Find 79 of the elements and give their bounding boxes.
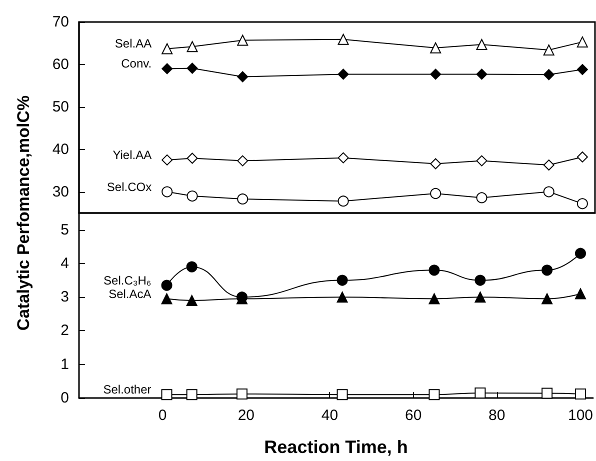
y-tick-label: 2 (60, 322, 69, 340)
series-label: Sel.COx (106, 180, 152, 194)
point (186, 190, 198, 202)
point (161, 293, 172, 304)
point (476, 68, 488, 80)
x-tick-label: 60 (404, 407, 422, 424)
y-tick-label: 60 (52, 56, 69, 73)
point (430, 68, 442, 80)
point (474, 292, 486, 303)
y-tick-label: 4 (60, 254, 69, 272)
y-tick-label: 0 (60, 390, 69, 406)
point (186, 294, 198, 306)
point (237, 34, 248, 46)
point (236, 388, 248, 400)
point (428, 264, 440, 276)
point (543, 160, 554, 171)
point (576, 198, 588, 210)
point (474, 274, 486, 286)
point (336, 292, 348, 303)
point (336, 274, 348, 286)
point (543, 69, 554, 80)
point (186, 261, 198, 272)
point (576, 64, 588, 76)
x-tick-label: 0 (158, 407, 167, 424)
point (338, 152, 349, 164)
series-label: Sel.other (103, 382, 152, 397)
y-tick-label: 5 (60, 221, 69, 238)
point (543, 186, 554, 198)
point (237, 71, 248, 82)
point (476, 38, 488, 50)
x-axis-title: Reaction Time, h (264, 437, 408, 457)
x-tick-label: 100 (568, 407, 593, 424)
x-tick-label: 40 (321, 407, 338, 424)
point (162, 63, 173, 74)
point (542, 293, 553, 304)
point (574, 288, 586, 300)
point (430, 42, 442, 54)
point (476, 192, 488, 204)
y-tick-label: 70 (52, 14, 69, 30)
y-tick-label: 1 (60, 356, 69, 373)
point (186, 62, 198, 74)
point (476, 155, 488, 166)
point (574, 248, 586, 259)
point (338, 196, 349, 207)
point (474, 387, 486, 398)
point (336, 389, 348, 400)
series-label: Sel.AcA (108, 286, 152, 301)
point (162, 43, 173, 54)
point (428, 293, 440, 304)
y-axis-title: Catalytic Perfomance,molC% (14, 95, 34, 331)
series-label: Sel.C₃H₆ (104, 273, 152, 288)
point (576, 151, 588, 162)
point (186, 41, 198, 52)
point (430, 188, 442, 199)
point (542, 388, 553, 399)
point (543, 44, 554, 56)
point (338, 34, 349, 45)
y-tick-label: 30 (52, 183, 69, 200)
y-tick-label: 40 (52, 140, 69, 158)
point (186, 389, 198, 400)
point (237, 155, 248, 166)
point (161, 389, 172, 400)
point (237, 193, 248, 204)
series-label: Conv. (121, 56, 152, 71)
point (542, 264, 553, 276)
x-tick-label: 20 (238, 407, 255, 424)
x-tick-label: 80 (488, 407, 506, 424)
point (162, 154, 173, 166)
point (430, 158, 442, 170)
point (574, 388, 586, 400)
y-tick-label: 50 (52, 98, 69, 116)
y-tick-label: 3 (60, 288, 69, 306)
point (162, 186, 173, 198)
point (428, 389, 440, 400)
point (338, 68, 349, 80)
series-label: Yiel.AA (112, 148, 152, 162)
point (186, 152, 198, 164)
series-label: Sel.AA (114, 36, 152, 51)
point (161, 280, 172, 291)
